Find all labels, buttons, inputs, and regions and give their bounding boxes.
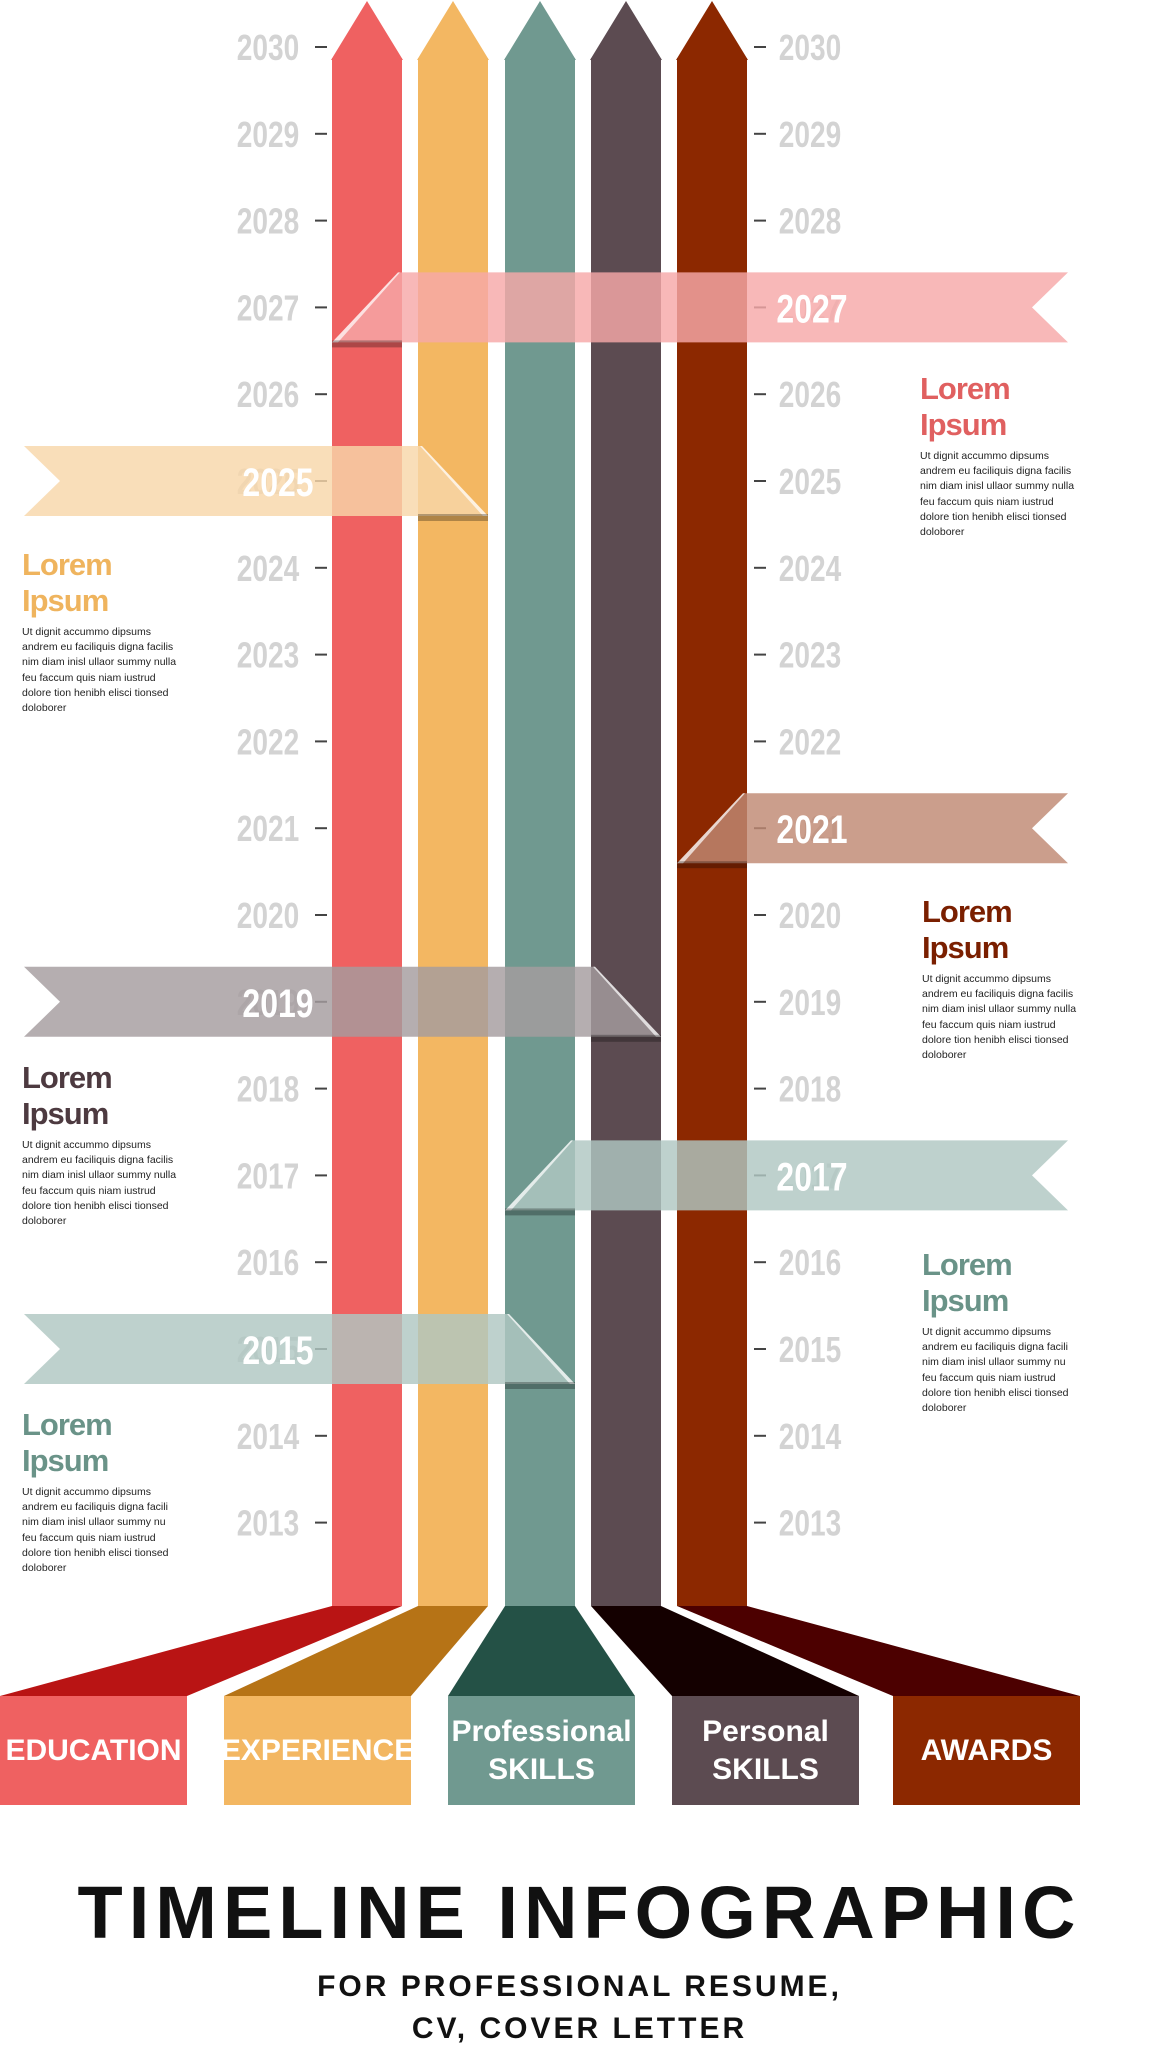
year-label-right: 2030 [779,28,841,68]
year-label-right: 2018 [779,1069,841,1109]
milestone-2025-text: Ut dignit accummo dipsums andrem eu faci… [22,626,177,715]
ribbon-2015: 2015 [24,1314,575,1389]
page-title: TIMELINE INFOGRAPHIC [77,1871,1082,1954]
year-label-left: 2027 [237,288,299,328]
ribbon-year-2027: 2027 [776,286,847,331]
year-label-left: 2014 [237,1416,299,1456]
ribbon-band-2015 [24,1314,575,1384]
ribbon-2019: 2019 [24,966,661,1042]
milestone-2017-heading: Lorem Ipsum [922,1247,1013,1318]
ribbon-band-2025 [24,446,488,516]
year-label-right: 2016 [779,1243,841,1283]
ribbon-2021: 2021 [677,793,1068,869]
category-label-experience: EXPERIENCE [221,1696,414,1805]
connector-awards [677,1606,1080,1696]
ribbon-2017: 2017 [505,1140,1068,1216]
year-label-right: 2022 [779,722,841,762]
year-label-left: 2024 [237,548,299,588]
milestone-2019-heading: Lorem Ipsum [22,1060,113,1131]
year-label-left: 2023 [237,635,299,675]
bar-arrow-awards [676,1,748,60]
bar-arrow-education [331,1,403,60]
ribbon-shadow-2025 [418,514,488,521]
category-connectors [0,1606,1080,1696]
year-label-left: 2020 [237,896,299,936]
milestone-2027-text: Ut dignit accummo dipsums andrem eu faci… [920,450,1075,539]
milestone-2015-text: Ut dignit accummo dipsums andrem eu faci… [22,1486,169,1575]
connector-personal_skills [591,1606,859,1696]
ribbon-shadow-2017 [505,1208,575,1216]
bar-arrow-experience [417,1,489,60]
page-subtitle: FOR PROFESSIONAL RESUME, CV, COVER LETTE… [317,1970,842,2045]
ribbon-shadow-2019 [591,1034,661,1042]
bar-arrow-personal_skills [590,1,662,60]
year-label-left: 2017 [237,1156,299,1196]
ribbon-shadow-2021 [677,861,747,869]
year-label-right: 2014 [779,1416,841,1456]
connector-professional_skills [448,1606,635,1696]
ribbon-band-2027 [332,272,1068,343]
milestone-2019-text: Ut dignit accummo dipsums andrem eu faci… [22,1139,177,1228]
year-label-right: 2020 [779,896,841,936]
category-label-professional-skills: Professional SKILLS [448,1696,635,1805]
ribbon-fold-2017 [505,1140,573,1211]
year-label-left: 2028 [237,201,299,241]
ribbon-band-2019 [24,966,661,1037]
year-label-left: 2030 [237,28,299,68]
ribbon-band-2021 [677,793,1068,864]
year-label-right: 2029 [779,114,841,154]
year-label-left: 2022 [237,722,299,762]
year-label-left: 2018 [237,1069,299,1109]
bar-arrow-professional_skills [504,1,576,60]
milestone-2021-note: Lorem Ipsum Ut dignit accummo dipsums an… [922,894,1102,1063]
year-label-left: 2016 [237,1243,299,1283]
milestone-ribbons: 2027 2025 2021 2019 2017 2015 [24,272,1068,1389]
ribbon-year-2021: 2021 [776,807,847,852]
connector-education [0,1606,402,1696]
ribbon-2027: 2027 [332,272,1068,348]
ribbon-band-2017 [505,1140,1068,1211]
year-label-right: 2019 [779,982,841,1022]
category-label-awards: AWARDS [893,1696,1080,1805]
milestone-2019-note: Lorem Ipsum Ut dignit accummo dipsums an… [22,1060,202,1229]
milestone-2025-note: Lorem Ipsum Ut dignit accummo dipsums an… [22,547,202,716]
year-label-right: 2025 [779,462,841,502]
milestone-2025-heading: Lorem Ipsum [22,547,113,618]
milestone-2021-heading: Lorem Ipsum [922,894,1013,965]
ribbon-fold-2025 [420,446,488,516]
milestone-2015-note: Lorem Ipsum Ut dignit accummo dipsums an… [22,1407,202,1576]
milestone-2017-note: Lorem Ipsum Ut dignit accummo dipsums an… [922,1247,1102,1416]
ribbon-shadow-2015 [505,1382,575,1389]
ribbon-shadow-2027 [332,340,402,348]
year-label-right: 2013 [779,1503,841,1543]
connector-experience [224,1606,488,1696]
year-label-left: 2021 [237,809,299,849]
year-label-left: 2029 [237,114,299,154]
ribbon-fold-2015 [507,1314,575,1384]
milestone-2017-text: Ut dignit accummo dipsums andrem eu faci… [922,1326,1069,1415]
milestone-2015-heading: Lorem Ipsum [22,1407,113,1478]
ribbon-year-2017: 2017 [776,1154,847,1199]
category-label-education: EDUCATION [0,1696,187,1805]
milestone-2027-heading: Lorem Ipsum [920,371,1011,442]
ribbon-2025: 2025 [24,446,488,521]
year-label-right: 2026 [779,375,841,415]
year-label-right: 2024 [779,548,841,588]
year-label-right: 2023 [779,635,841,675]
category-label-personal-skills: Personal SKILLS [672,1696,859,1805]
ribbon-fold-2019 [593,966,661,1037]
ribbon-fold-2027 [332,272,400,343]
year-label-left: 2013 [237,1503,299,1543]
ribbon-year-2019: 2019 [242,980,313,1025]
milestone-2021-text: Ut dignit accummo dipsums andrem eu faci… [922,973,1077,1062]
ribbon-year-2015: 2015 [242,1328,313,1373]
ribbon-year-2025: 2025 [242,460,313,505]
ribbon-fold-2021 [677,793,745,864]
milestone-2027-note: Lorem Ipsum Ut dignit accummo dipsums an… [920,371,1100,540]
year-label-right: 2015 [779,1330,841,1370]
year-label-left: 2026 [237,375,299,415]
year-label-right: 2028 [779,201,841,241]
